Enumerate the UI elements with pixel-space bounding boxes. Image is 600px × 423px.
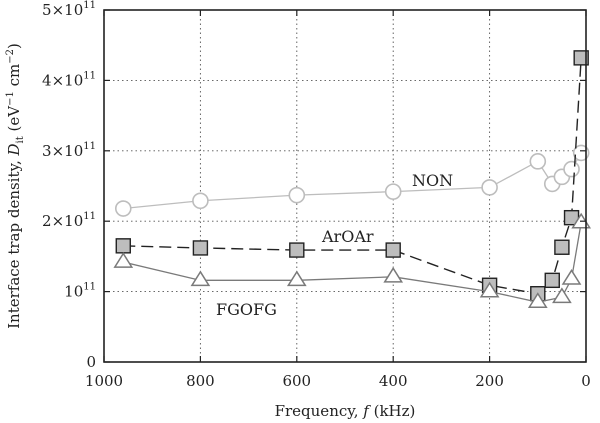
y-tick-label: 4×1011 [42, 70, 96, 89]
data-point-circle [384, 183, 402, 200]
x-tick-label: 400 [379, 372, 408, 390]
data-point-square [544, 272, 560, 289]
data-point-square [289, 242, 305, 258]
y-tick-label: 1011 [64, 282, 96, 301]
series-label-fgofg: FGOFG [216, 300, 277, 319]
x-tick-label: 600 [282, 372, 311, 390]
data-point-triangle [190, 270, 211, 287]
data-point-circle [192, 192, 209, 210]
data-point-circle [572, 144, 590, 162]
series-labels: NON ArOAr FGOFG [216, 171, 453, 319]
data-point-triangle [113, 252, 134, 268]
data-point-triangle [383, 266, 404, 283]
data-point-square [115, 238, 131, 254]
data-point-circle [563, 160, 580, 178]
grid-lines [103, 9, 587, 363]
x-tick-label: 1000 [85, 372, 123, 390]
data-point-circle [529, 153, 547, 170]
series-aroar [115, 50, 589, 302]
data-point-triangle [552, 287, 572, 304]
series-group [113, 50, 592, 309]
data-point-square [554, 239, 570, 255]
y-tick-label: 0 [86, 353, 96, 371]
y-axis-title: Interface trap density, Dit (eV−1 cm−2) [5, 43, 26, 329]
x-tick-label: 800 [186, 372, 215, 390]
data-point-circle [114, 200, 132, 217]
data-point-circle [288, 186, 306, 204]
x-tick-label: 200 [475, 372, 504, 390]
x-tick-label: 0 [581, 372, 591, 390]
data-point-triangle [561, 269, 582, 285]
y-tick-label: 2×1011 [42, 211, 96, 230]
plot-frame [103, 9, 587, 363]
x-axis-title: Frequency, f (kHz) [275, 402, 416, 420]
series-label-non: NON [412, 171, 453, 190]
series-non [114, 144, 590, 217]
series-label-aroar: ArOAr [321, 227, 374, 246]
data-point-square [192, 240, 209, 256]
data-point-triangle [527, 292, 548, 309]
data-point-square [385, 242, 401, 258]
series-line [123, 152, 582, 210]
data-point-square [573, 50, 589, 66]
y-tick-label: 5×1011 [42, 0, 96, 19]
y-tick-label: 3×1011 [42, 141, 96, 160]
series-line [123, 57, 582, 295]
data-point-circle [481, 179, 498, 196]
axis-ticks: 1000 800 600 400 200 0 0 1011 2×1011 3×1011 4×1011… [5, 0, 591, 420]
data-point-triangle [479, 281, 500, 298]
data-point-triangle [286, 270, 307, 287]
